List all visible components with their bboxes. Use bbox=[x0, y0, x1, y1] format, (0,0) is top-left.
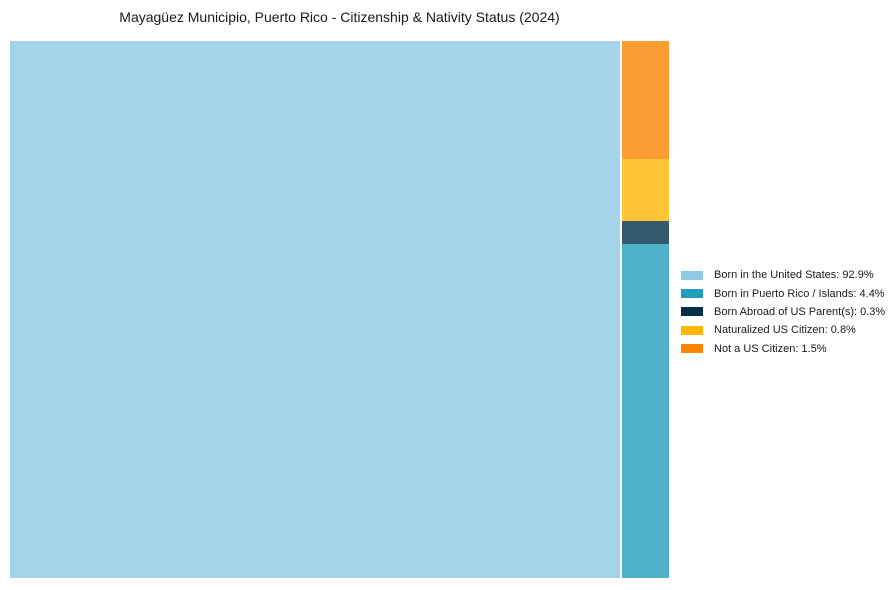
treemap-block-born-abroad-of-us-parents bbox=[622, 221, 669, 244]
treemap bbox=[10, 41, 669, 578]
legend-label: Born in the United States: 92.9% bbox=[714, 269, 874, 282]
legend-swatch-icon bbox=[681, 270, 703, 280]
legend-swatch-icon bbox=[681, 344, 703, 354]
legend-swatch-icon bbox=[681, 307, 703, 317]
chart-title: Mayagüez Municipio, Puerto Rico - Citize… bbox=[119, 9, 560, 25]
legend-item-born-in-puerto-rico: Born in Puerto Rico / Islands: 4.4% bbox=[681, 284, 885, 302]
legend-swatch-icon bbox=[681, 289, 703, 299]
legend-label: Born Abroad of US Parent(s): 0.3% bbox=[714, 305, 886, 318]
treemap-block-born-in-puerto-rico-islands bbox=[622, 244, 669, 578]
legend-item-born-abroad: Born Abroad of US Parent(s): 0.3% bbox=[681, 303, 885, 321]
legend: Born in the United States: 92.9% Born in… bbox=[681, 266, 885, 358]
legend-label: Not a US Citizen: 1.5% bbox=[714, 342, 827, 355]
treemap-block-naturalized-us-citizen bbox=[622, 159, 669, 221]
treemap-block-born-in-us bbox=[10, 41, 620, 578]
legend-item-born-in-us: Born in the United States: 92.9% bbox=[681, 266, 885, 284]
legend-label: Naturalized US Citizen: 0.8% bbox=[714, 324, 856, 337]
treemap-minor-column bbox=[622, 41, 669, 578]
legend-item-not-a-citizen: Not a US Citizen: 1.5% bbox=[681, 340, 885, 358]
legend-item-naturalized: Naturalized US Citizen: 0.8% bbox=[681, 321, 885, 339]
legend-swatch-icon bbox=[681, 325, 703, 335]
legend-label: Born in Puerto Rico / Islands: 4.4% bbox=[714, 287, 885, 300]
treemap-block-not-a-us-citizen bbox=[622, 41, 669, 159]
